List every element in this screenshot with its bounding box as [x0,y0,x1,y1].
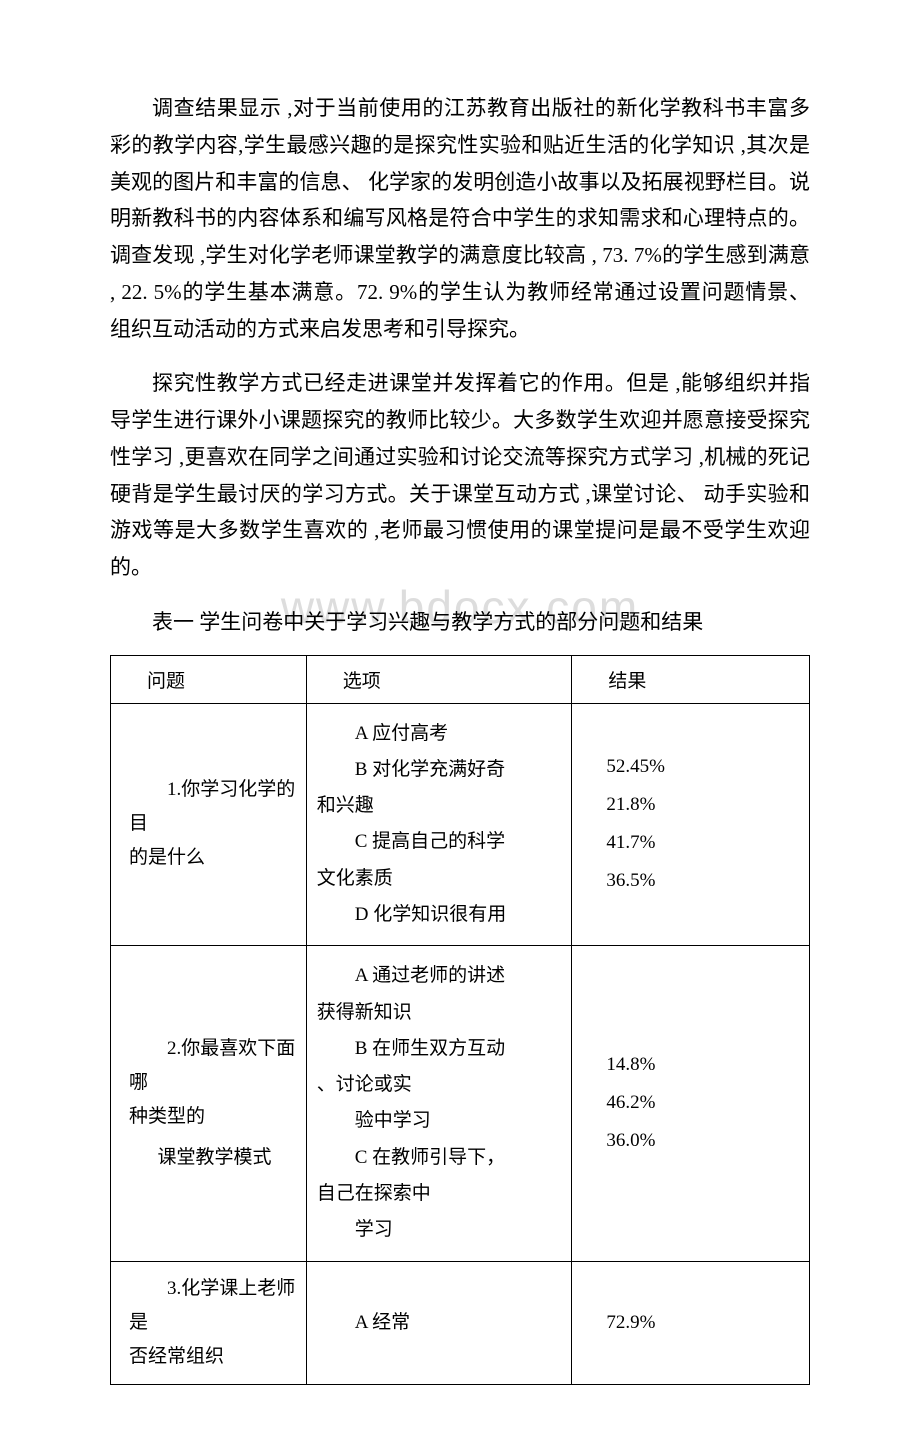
result-value: 14.8% [606,1046,801,1084]
option-line: A 通过老师的讲述 [317,960,564,992]
table-row: 1.你学习化学的目 的是什么 A 应付高考 B 对化学充满好奇 和兴趣 C 提高… [111,703,810,946]
option-line: 文化素质 [317,863,564,895]
header-question: 问题 [111,655,307,703]
option-line: C 提高自己的科学 [317,826,564,858]
result-value: 36.5% [606,862,801,900]
result-value: 41.7% [606,824,801,862]
option-line: 自己在探索中 [317,1178,564,1210]
option-line: A 经常 [317,1307,564,1339]
option-line: A 应付高考 [317,718,564,750]
options-cell: A 通过老师的讲述 获得新知识 B 在师生双方互动 、讨论或实 验中学习 C 在… [306,946,572,1261]
question-line: 种类型的 [129,1100,298,1134]
question-line: 3.化学课上老师是 [129,1272,298,1340]
option-line: 验中学习 [317,1105,564,1137]
option-line: C 在教师引导下， [317,1142,564,1174]
option-line: 、讨论或实 [317,1069,564,1101]
results-cell: 14.8% 46.2% 36.0% [572,946,810,1261]
option-line: B 对化学充满好奇 [317,754,564,786]
table-row: 3.化学课上老师是 否经常组织 A 经常 72.9% [111,1261,810,1385]
option-line: 学习 [317,1214,564,1246]
table-row: 2.你最喜欢下面哪 种类型的 课堂教学模式 A 通过老师的讲述 获得新知识 B … [111,946,810,1261]
table-header-row: 问题 选项 结果 [111,655,810,703]
result-value: 21.8% [606,786,801,824]
question-cell: 1.你学习化学的目 的是什么 [111,703,307,946]
question-cell: 2.你最喜欢下面哪 种类型的 课堂教学模式 [111,946,307,1261]
result-value: 72.9% [606,1304,801,1342]
options-cell: A 经常 [306,1261,572,1385]
question-cell: 3.化学课上老师是 否经常组织 [111,1261,307,1385]
option-line: 和兴趣 [317,790,564,822]
table-title: 表一 学生问卷中关于学习兴趣与教学方式的部分问题和结果 [110,604,810,641]
header-result: 结果 [572,655,810,703]
document-body: 调查结果显示 ,对于当前使用的江苏教育出版社的新化学教科书丰富多彩的教学内容,学… [110,90,810,1385]
paragraph-2: 探究性教学方式已经走进课堂并发挥着它的作用。但是 ,能够组织并指导学生进行课外小… [110,365,810,586]
paragraph-1: 调查结果显示 ,对于当前使用的江苏教育出版社的新化学教科书丰富多彩的教学内容,学… [110,90,810,347]
question-line: 否经常组织 [129,1340,298,1374]
result-value: 36.0% [606,1122,801,1160]
question-line: 2.你最喜欢下面哪 [129,1032,298,1100]
results-cell: 52.45% 21.8% 41.7% 36.5% [572,703,810,946]
survey-table: 问题 选项 结果 1.你学习化学的目 的是什么 A 应付高考 B 对化学充满好奇… [110,655,810,1386]
header-option: 选项 [306,655,572,703]
option-line: B 在师生双方互动 [317,1033,564,1065]
question-line: 课堂教学模式 [129,1141,298,1175]
options-cell: A 应付高考 B 对化学充满好奇 和兴趣 C 提高自己的科学 文化素质 D 化学… [306,703,572,946]
question-line: 的是什么 [129,841,298,875]
question-line: 1.你学习化学的目 [129,773,298,841]
result-value: 46.2% [606,1084,801,1122]
results-cell: 72.9% [572,1261,810,1385]
option-line: 获得新知识 [317,997,564,1029]
option-line: D 化学知识很有用 [317,899,564,931]
result-value: 52.45% [606,748,801,786]
